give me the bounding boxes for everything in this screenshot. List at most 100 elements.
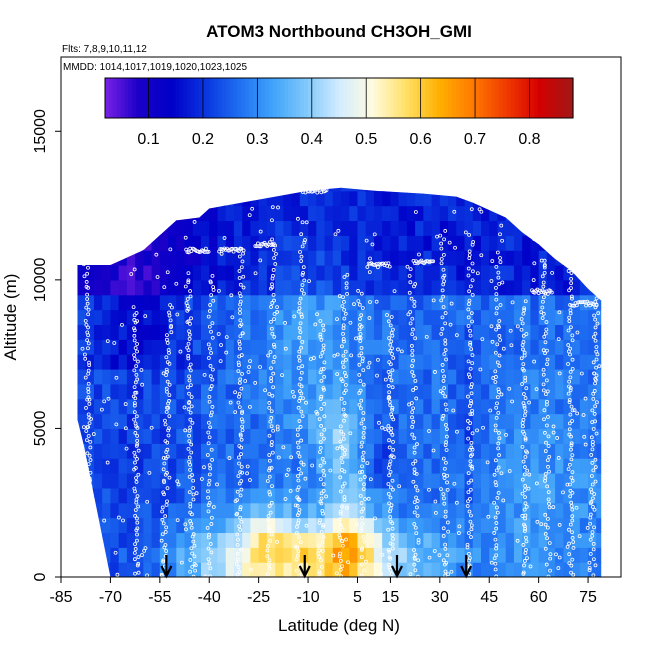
track-point	[206, 314, 211, 319]
heatmap-cell	[184, 187, 194, 192]
heatmap-cell	[579, 205, 589, 222]
track-point	[188, 501, 193, 506]
heatmap-cell	[126, 369, 136, 385]
track-point	[300, 414, 305, 419]
track-point	[574, 303, 579, 308]
colorbar-swatch	[222, 78, 227, 118]
heatmap-cell	[192, 428, 202, 444]
track-point	[591, 542, 596, 546]
track-point	[469, 527, 474, 532]
track-point	[523, 436, 528, 441]
heatmap-cell	[439, 369, 449, 385]
track-point	[340, 460, 345, 465]
heatmap-cell	[135, 369, 144, 385]
track-point	[272, 312, 277, 316]
heatmap-cell	[555, 235, 564, 251]
heatmap-cell	[110, 279, 120, 296]
track-point	[579, 371, 584, 376]
track-point	[492, 531, 497, 535]
track-point	[359, 421, 364, 426]
heatmap-cell	[472, 354, 482, 370]
heatmap-cell	[448, 458, 457, 474]
track-point	[515, 324, 520, 329]
heatmap-cell	[151, 187, 161, 192]
track-point	[389, 378, 394, 383]
track-point	[87, 547, 92, 552]
track-point	[439, 246, 444, 251]
heatmap-cell	[201, 205, 210, 222]
colorbar-swatch	[475, 78, 480, 118]
heatmap-cell	[151, 443, 161, 459]
track-point	[567, 400, 572, 405]
track-point	[466, 266, 471, 271]
colorbar-swatch	[280, 78, 285, 118]
heatmap-cell	[258, 339, 268, 355]
track-point	[356, 289, 361, 293]
y-axis-label: Altitude (m)	[1, 274, 20, 361]
track-point	[575, 330, 580, 335]
heatmap-cell	[324, 532, 334, 548]
heatmap-cell	[266, 205, 276, 222]
heatmap-cell	[110, 309, 120, 326]
track-point	[408, 572, 413, 577]
track-point	[234, 561, 239, 566]
track-point	[238, 493, 243, 498]
track-point	[390, 546, 395, 551]
track-point	[519, 356, 524, 361]
track-point	[360, 440, 364, 445]
heatmap-cell	[143, 487, 153, 504]
heatmap-cell	[423, 443, 433, 459]
track-point	[507, 386, 512, 391]
track-point	[546, 490, 551, 495]
track-point	[469, 478, 474, 483]
heatmap-cell	[250, 443, 260, 459]
arrow-head	[460, 565, 473, 579]
heatmap-cell	[588, 250, 597, 266]
heatmap-cell	[472, 443, 482, 459]
heatmap-cell	[275, 354, 284, 370]
heatmap-cell	[349, 187, 359, 192]
heatmap-cell	[522, 250, 532, 266]
heatmap-cell	[93, 487, 103, 504]
heatmap-cell	[299, 398, 309, 415]
track-point	[377, 420, 381, 425]
colorbar-swatch	[471, 78, 477, 118]
heatmap-cell	[332, 443, 342, 459]
heatmap-cell	[563, 502, 573, 519]
heatmap-cell	[472, 383, 482, 400]
track-point	[522, 507, 527, 512]
heatmap-cell	[357, 309, 367, 326]
heatmap-cell	[250, 487, 260, 504]
heatmap-cell	[233, 487, 243, 504]
track-point	[297, 399, 302, 403]
heatmap-cell	[555, 547, 564, 563]
track-point	[237, 455, 241, 460]
track-point	[300, 339, 305, 344]
track-point	[174, 281, 179, 286]
heatmap-cell	[126, 502, 136, 519]
heatmap-cell	[93, 220, 103, 236]
track-point	[267, 562, 271, 567]
heatmap-cell	[168, 354, 177, 370]
heatmap-cell	[266, 517, 276, 534]
track-point	[267, 458, 272, 463]
heatmap-cell	[77, 187, 79, 192]
track-point	[405, 264, 410, 269]
heatmap-cell	[365, 279, 375, 296]
heatmap-cell	[332, 458, 342, 474]
colorbar-swatch	[537, 78, 543, 118]
heatmap-cell	[283, 190, 293, 207]
heatmap-cell	[225, 532, 235, 548]
heatmap-cell	[266, 413, 276, 430]
track-point	[569, 286, 573, 291]
heatmap-cell	[201, 190, 210, 207]
heatmap-cell	[308, 205, 317, 222]
track-point	[452, 481, 457, 486]
track-point	[523, 375, 528, 380]
heatmap-cell	[349, 413, 359, 430]
heatmap-cell	[266, 250, 276, 266]
heatmap-cell	[365, 517, 375, 534]
heatmap-cell	[242, 309, 252, 326]
track-point	[300, 273, 305, 277]
track-point	[271, 371, 276, 376]
